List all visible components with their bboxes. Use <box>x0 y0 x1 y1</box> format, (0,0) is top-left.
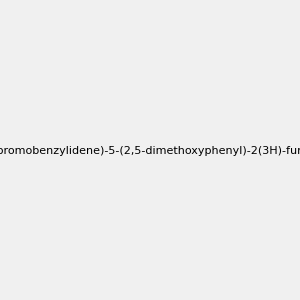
Text: 3-(4-bromobenzylidene)-5-(2,5-dimethoxyphenyl)-2(3H)-furanone: 3-(4-bromobenzylidene)-5-(2,5-dimethoxyp… <box>0 146 300 157</box>
